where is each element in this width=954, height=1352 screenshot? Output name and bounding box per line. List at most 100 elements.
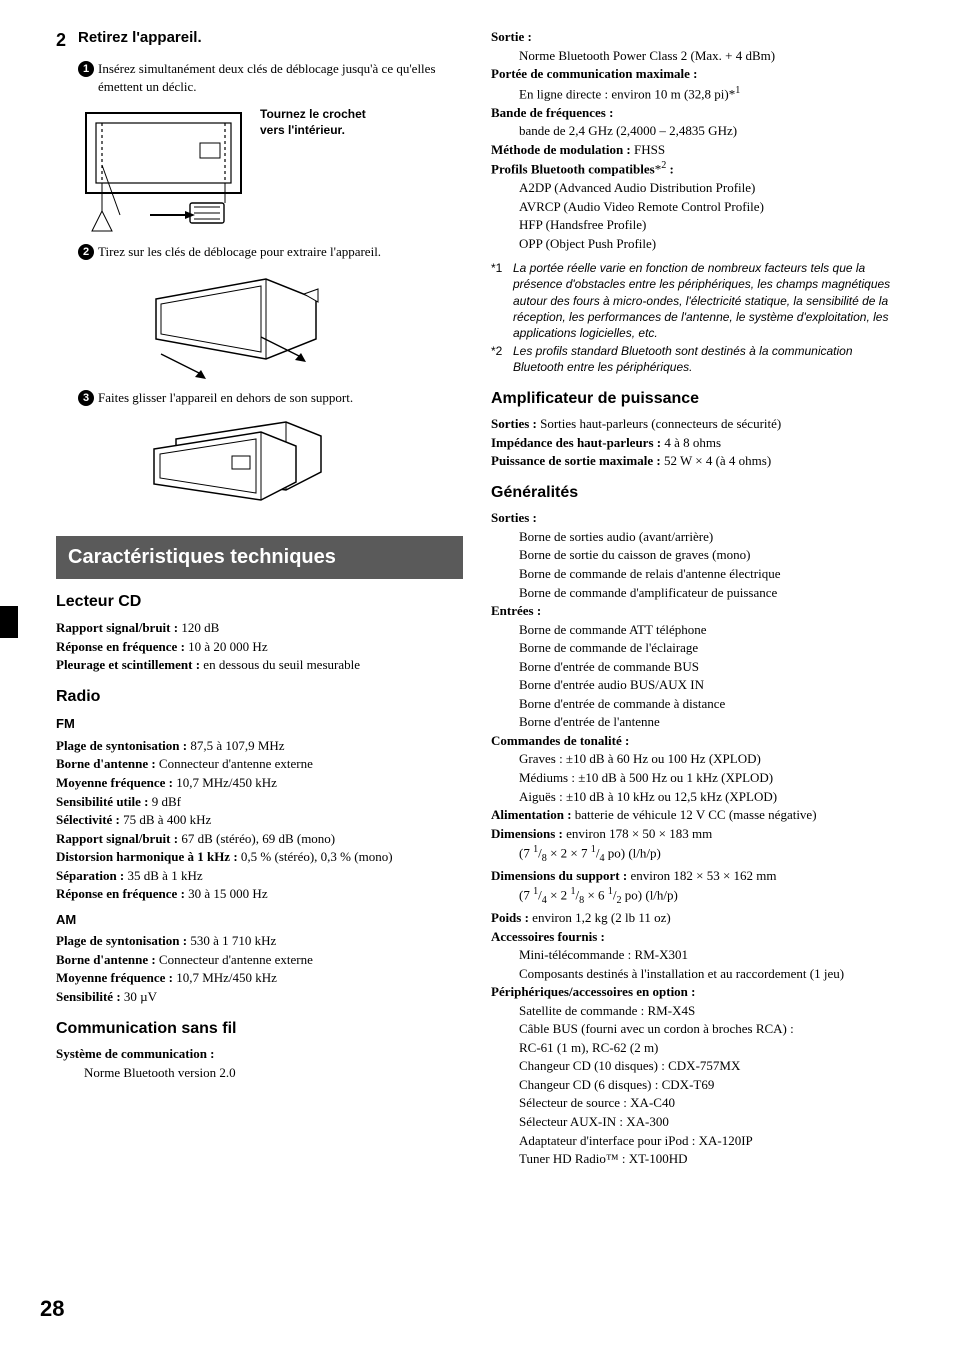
step-number: 2 <box>56 28 78 52</box>
substep-2: 2 Tirez sur les clés de déblocage pour e… <box>78 243 463 261</box>
amp-heading: Amplificateur de puissance <box>491 388 898 410</box>
diagram-1: Tournez le crochet vers l'intérieur. <box>80 103 463 233</box>
gen-out-3: Borne de commande de relais d'antenne él… <box>519 565 898 583</box>
gen-tone-1: Graves : ±10 dB à 60 Hz ou 100 Hz (XPLOD… <box>519 750 898 768</box>
amp-2: Impédance des haut-parleurs : 4 à 8 ohms <box>491 434 898 452</box>
diagram-3 <box>146 414 463 514</box>
gen-acc-1: Mini-télécommande : RM-X301 <box>519 946 898 964</box>
fm-heading: FM <box>56 715 463 733</box>
step-title: Retirez l'appareil. <box>78 28 202 52</box>
gen-tone-2: Médiums : ±10 dB à 500 Hz ou 1 kHz (XPLO… <box>519 769 898 787</box>
gen-power: Alimentation : batterie de véhicule 12 V… <box>491 806 898 824</box>
gen-weight: Poids : environ 1,2 kg (2 lb 11 oz) <box>491 909 898 927</box>
fm-spec-4: Sensibilité utile : 9 dBf <box>56 793 463 811</box>
substep-2-text: Tirez sur les clés de déblocage pour ext… <box>98 243 463 261</box>
gen-in-4: Borne d'entrée audio BUS/AUX IN <box>519 676 898 694</box>
edge-tab <box>0 606 18 638</box>
fm-spec-5: Sélectivité : 75 dB à 400 kHz <box>56 811 463 829</box>
cd-heading: Lecteur CD <box>56 591 463 613</box>
fm-spec-7: Distorsion harmonique à 1 kHz : 0,5 % (s… <box>56 848 463 866</box>
cd-spec-3: Pleurage et scintillement : en dessous d… <box>56 656 463 674</box>
note-2: *2 Les profils standard Bluetooth sont d… <box>491 343 898 375</box>
am-spec-3: Moyenne fréquence : 10,7 MHz/450 kHz <box>56 969 463 987</box>
fm-spec-9: Réponse en fréquence : 30 à 15 000 Hz <box>56 885 463 903</box>
am-spec-1: Plage de syntonisation : 530 à 1 710 kHz <box>56 932 463 950</box>
r-profil-3: HFP (Handsfree Profile) <box>519 216 898 234</box>
wl-spec-1b: Système de communication : <box>56 1045 463 1063</box>
am-spec-2: Borne d'antenne : Connecteur d'antenne e… <box>56 951 463 969</box>
note-1: *1 La portée réelle varie en fonction de… <box>491 260 898 341</box>
r-profil-2: AVRCP (Audio Video Remote Control Profil… <box>519 198 898 216</box>
note-2-text: Les profils standard Bluetooth sont dest… <box>513 343 898 375</box>
gen-acc-2: Composants destinés à l'installation et … <box>519 965 898 983</box>
diagram-2 <box>146 269 463 379</box>
amp-1: Sorties : Sorties haut-parleurs (connect… <box>491 415 898 433</box>
am-heading: AM <box>56 911 463 929</box>
fm-spec-3: Moyenne fréquence : 10,7 MHz/450 kHz <box>56 774 463 792</box>
gen-tone-b: Commandes de tonalité : <box>491 732 898 750</box>
substep-1: 1 Insérez simultanément deux clés de déb… <box>78 60 463 95</box>
gen-acc-b: Accessoires fournis : <box>491 928 898 946</box>
notes: *1 La portée réelle varie en fonction de… <box>491 260 898 375</box>
gen-opt-b: Périphériques/accessoires en option : <box>491 983 898 1001</box>
gen-in-3: Borne d'entrée de commande BUS <box>519 658 898 676</box>
gen-opt-6: Sélecteur de source : XA-C40 <box>519 1094 898 1112</box>
right-column: Sortie : Norme Bluetooth Power Class 2 (… <box>491 28 898 1169</box>
r-sortie: Norme Bluetooth Power Class 2 (Max. + 4 … <box>519 47 898 65</box>
diagram-2-svg <box>146 269 326 379</box>
gen-opt-5: Changeur CD (6 disques) : CDX-T69 <box>519 1076 898 1094</box>
fm-spec-2: Borne d'antenne : Connecteur d'antenne e… <box>56 755 463 773</box>
gen-dimsup: Dimensions du support : environ 182 × 53… <box>491 867 898 885</box>
r-profil-1: A2DP (Advanced Audio Distribution Profil… <box>519 179 898 197</box>
gen-opt-7: Sélecteur AUX-IN : XA-300 <box>519 1113 898 1131</box>
gen-in-b: Entrées : <box>491 602 898 620</box>
am-spec-4: Sensibilité : 30 µV <box>56 988 463 1006</box>
gen-out-1: Borne de sorties audio (avant/arrière) <box>519 528 898 546</box>
gen-out-4: Borne de commande d'amplificateur de pui… <box>519 584 898 602</box>
substep-1-icon: 1 <box>78 61 94 77</box>
radio-heading: Radio <box>56 686 463 708</box>
amp-3: Puissance de sortie maximale : 52 W × 4 … <box>491 452 898 470</box>
gen-in-6: Borne d'entrée de l'antenne <box>519 713 898 731</box>
r-bande-b: Bande de fréquences : <box>491 104 898 122</box>
left-column: 2 Retirez l'appareil. 1 Insérez simultan… <box>56 28 463 1169</box>
diagram-1-caption: Tournez le crochet vers l'intérieur. <box>260 107 370 138</box>
r-bande: bande de 2,4 GHz (2,4000 – 2,4835 GHz) <box>519 122 898 140</box>
gen-opt-2: Câble BUS (fourni avec un cordon à broch… <box>519 1020 898 1038</box>
substep-1-text: Insérez simultanément deux clés de déblo… <box>98 60 463 95</box>
wireless-heading: Communication sans fil <box>56 1018 463 1040</box>
page-number: 28 <box>40 1294 64 1324</box>
r-profil-4: OPP (Object Push Profile) <box>519 235 898 253</box>
gen-opt-3: RC-61 (1 m), RC-62 (2 m) <box>519 1039 898 1057</box>
fm-spec-1: Plage de syntonisation : 87,5 à 107,9 MH… <box>56 737 463 755</box>
r-mod: Méthode de modulation : FHSS <box>491 141 898 159</box>
gen-opt-4: Changeur CD (10 disques) : CDX-757MX <box>519 1057 898 1075</box>
gen-opt-8: Adaptateur d'interface pour iPod : XA-12… <box>519 1132 898 1150</box>
gen-dim: Dimensions : environ 178 × 50 × 183 mm <box>491 825 898 843</box>
gen-dimsup-2: (7 1/4 × 2 1/8 × 6 1/2 po) (l/h/p) <box>519 885 898 908</box>
fm-spec-6: Rapport signal/bruit : 67 dB (stéréo), 6… <box>56 830 463 848</box>
r-portee: En ligne directe : environ 10 m (32,8 pi… <box>519 84 898 103</box>
r-portee-b: Portée de communication maximale : <box>491 65 898 83</box>
substep-3-text: Faites glisser l'appareil en dehors de s… <box>98 389 463 407</box>
gen-heading: Généralités <box>491 482 898 504</box>
substep-3: 3 Faites glisser l'appareil en dehors de… <box>78 389 463 407</box>
note-1-ref: *1 <box>491 260 513 341</box>
gen-in-2: Borne de commande de l'éclairage <box>519 639 898 657</box>
gen-out-b: Sorties : <box>491 509 898 527</box>
diagram-1-svg <box>80 103 250 233</box>
gen-opt-9: Tuner HD Radio™ : XT-100HD <box>519 1150 898 1168</box>
cd-spec-2: Réponse en fréquence : 10 à 20 000 Hz <box>56 638 463 656</box>
gen-opt-1: Satellite de commande : RM-X4S <box>519 1002 898 1020</box>
gen-out-2: Borne de sortie du caisson de graves (mo… <box>519 546 898 564</box>
r-sortie-b: Sortie : <box>491 28 898 46</box>
cd-spec-1: Rapport signal/bruit : 120 dB <box>56 619 463 637</box>
gen-in-5: Borne d'entrée de commande à distance <box>519 695 898 713</box>
fm-spec-8: Séparation : 35 dB à 1 kHz <box>56 867 463 885</box>
substep-2-icon: 2 <box>78 244 94 260</box>
gen-in-1: Borne de commande ATT téléphone <box>519 621 898 639</box>
note-1-text: La portée réelle varie en fonction de no… <box>513 260 898 341</box>
page-columns: 2 Retirez l'appareil. 1 Insérez simultan… <box>56 28 898 1169</box>
wl-spec-1: Norme Bluetooth version 2.0 <box>84 1064 463 1082</box>
gen-tone-3: Aiguës : ±10 dB à 10 kHz ou 12,5 kHz (XP… <box>519 788 898 806</box>
